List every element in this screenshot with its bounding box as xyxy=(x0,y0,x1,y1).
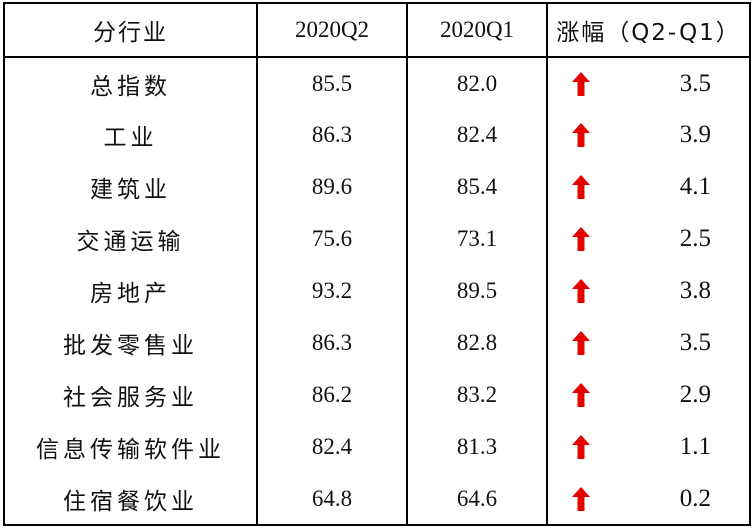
change-cell: 3.9 xyxy=(546,109,751,161)
industry-index-table: 分行业 2020Q2 2020Q1 涨幅（Q2-Q1） 总指数 85.5 82.0 3… xyxy=(3,2,751,526)
q2-value-cell: 93.2 xyxy=(256,265,407,317)
industry-name-cell: 批发零售业 xyxy=(3,317,257,369)
change-value: 0.2 xyxy=(679,484,711,512)
red-up-arrow-icon xyxy=(572,123,590,147)
change-value: 3.5 xyxy=(679,329,711,356)
q2-value-cell: 82.4 xyxy=(256,421,407,473)
table-row: 住宿餐饮业 64.8 64.6 0.2 xyxy=(3,473,751,526)
q1-value-cell: 73.1 xyxy=(406,213,547,265)
red-up-arrow-icon xyxy=(572,175,590,199)
industry-name-cell: 总指数 xyxy=(3,57,257,109)
change-value: 2.9 xyxy=(679,381,711,408)
table-row: 工业 86.3 82.4 3.9 xyxy=(3,109,751,161)
q2-value-cell: 86.2 xyxy=(256,369,407,421)
q1-value-cell: 64.6 xyxy=(406,473,547,526)
change-cell: 3.5 xyxy=(546,57,751,109)
change-value: 3.5 xyxy=(679,69,711,97)
q2-value-cell: 89.6 xyxy=(256,161,407,213)
q1-value-cell: 82.8 xyxy=(406,317,547,369)
header-2020q1: 2020Q1 xyxy=(406,2,547,58)
table-row: 社会服务业 86.2 83.2 2.9 xyxy=(3,369,751,421)
table-row: 信息传输软件业 82.4 81.3 1.1 xyxy=(3,421,751,473)
red-up-arrow-icon xyxy=(572,71,590,96)
change-cell: 1.1 xyxy=(546,421,751,473)
red-up-arrow-icon xyxy=(572,435,590,459)
change-cell: 2.5 xyxy=(546,213,751,265)
change-cell: 3.5 xyxy=(546,317,751,369)
change-cell: 4.1 xyxy=(546,161,751,213)
change-value: 1.1 xyxy=(679,433,711,460)
table-row: 房地产 93.2 89.5 3.8 xyxy=(3,265,751,317)
q1-value-cell: 81.3 xyxy=(406,421,547,473)
table-row: 建筑业 89.6 85.4 4.1 xyxy=(3,161,751,213)
q2-value-cell: 64.8 xyxy=(256,473,407,526)
change-cell: 2.9 xyxy=(546,369,751,421)
q1-value-cell: 82.4 xyxy=(406,109,547,161)
table-row: 总指数 85.5 82.0 3.5 xyxy=(3,57,751,109)
change-value: 2.5 xyxy=(679,225,711,252)
change-cell: 0.2 xyxy=(546,473,751,526)
change-cell: 3.8 xyxy=(546,265,751,317)
q2-value-cell: 85.5 xyxy=(256,57,407,109)
industry-name-cell: 住宿餐饮业 xyxy=(3,473,257,526)
industry-name-cell: 建筑业 xyxy=(3,161,257,213)
table-row: 交通运输 75.6 73.1 2.5 xyxy=(3,213,751,265)
header-2020q2: 2020Q2 xyxy=(256,2,407,58)
change-value: 4.1 xyxy=(679,173,711,200)
red-up-arrow-icon xyxy=(572,279,590,303)
table-header-row: 分行业 2020Q2 2020Q1 涨幅（Q2-Q1） xyxy=(3,2,751,58)
industry-name-cell: 工业 xyxy=(3,109,257,161)
q1-value-cell: 89.5 xyxy=(406,265,547,317)
header-industry: 分行业 xyxy=(3,2,257,58)
industry-name-cell: 房地产 xyxy=(3,265,257,317)
q1-value-cell: 83.2 xyxy=(406,369,547,421)
industry-name-cell: 信息传输软件业 xyxy=(3,421,257,473)
table-row: 批发零售业 86.3 82.8 3.5 xyxy=(3,317,751,369)
q2-value-cell: 75.6 xyxy=(256,213,407,265)
industry-name-cell: 交通运输 xyxy=(3,213,257,265)
change-value: 3.8 xyxy=(679,277,711,304)
red-up-arrow-icon xyxy=(572,486,590,511)
change-value: 3.9 xyxy=(679,121,711,148)
header-change: 涨幅（Q2-Q1） xyxy=(546,2,751,58)
red-up-arrow-icon xyxy=(572,227,590,251)
q1-value-cell: 85.4 xyxy=(406,161,547,213)
q1-value-cell: 82.0 xyxy=(406,57,547,109)
red-up-arrow-icon xyxy=(572,331,590,355)
q2-value-cell: 86.3 xyxy=(256,109,407,161)
q2-value-cell: 86.3 xyxy=(256,317,407,369)
industry-name-cell: 社会服务业 xyxy=(3,369,257,421)
red-up-arrow-icon xyxy=(572,383,590,407)
